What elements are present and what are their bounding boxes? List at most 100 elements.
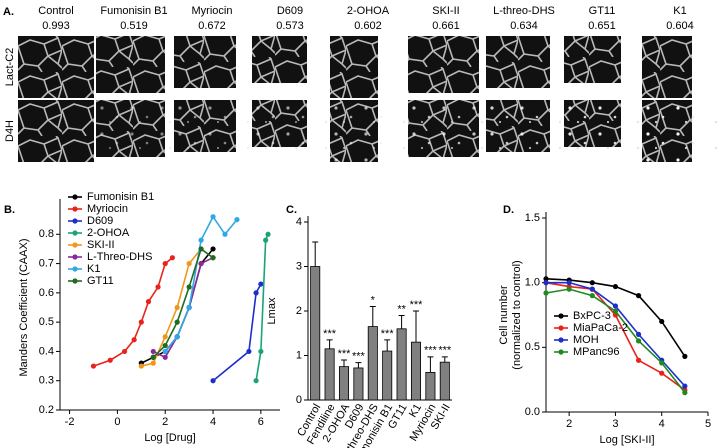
- data-point: [589, 293, 595, 299]
- significance: **: [397, 303, 406, 315]
- data-point: [145, 299, 152, 305]
- data-point: [169, 255, 175, 261]
- micrograph-image: [18, 100, 94, 162]
- micrograph: [18, 36, 94, 98]
- series-line: [546, 281, 686, 387]
- legend-marker: [72, 218, 78, 224]
- data-point: [131, 337, 137, 343]
- micrograph-clip: [330, 100, 406, 162]
- panel-label: A.: [3, 6, 14, 18]
- chart: B. 0.2 0.3 0.4 0.5 0.6 0.7 0.8 Manders Coefficie…: [4, 191, 280, 444]
- micrograph: [252, 36, 307, 83]
- data-point: [659, 370, 665, 376]
- legend-marker: [72, 242, 78, 248]
- row-label: D4H: [4, 120, 16, 142]
- panel-label: C.: [286, 204, 297, 216]
- legend-label: BxPC-3: [573, 310, 611, 322]
- bar: [382, 350, 393, 401]
- significance: ***: [410, 299, 424, 311]
- data-point: [150, 360, 156, 366]
- micrograph-image: [564, 36, 621, 83]
- panel-label: B.: [4, 204, 15, 216]
- bar: [338, 366, 350, 401]
- column-value: 0.634: [510, 20, 538, 32]
- micrograph: [96, 100, 172, 162]
- bar: [310, 266, 321, 401]
- error-bar: [312, 241, 319, 267]
- legend-label: D609: [87, 215, 113, 227]
- y-tick-label: 1.0: [525, 277, 540, 289]
- data-point: [234, 217, 240, 223]
- data-point: [682, 390, 688, 396]
- x-axis-label: Log [SKI-II]: [599, 434, 654, 446]
- micrograph-image: [330, 36, 378, 98]
- y-tick-label: 0.5: [39, 316, 54, 328]
- data-point: [543, 280, 549, 286]
- column-value: 0.672: [198, 20, 226, 32]
- legend-marker: [558, 313, 564, 319]
- vesicles: [252, 100, 328, 162]
- micrograph: [174, 100, 250, 162]
- row-label: Lact-C2: [4, 48, 16, 87]
- data-point: [138, 319, 144, 325]
- micrograph: [330, 36, 378, 98]
- error-bar: [413, 310, 419, 343]
- data-point: [263, 237, 269, 243]
- micrograph-clip: [96, 36, 165, 93]
- y-tick-label: 0.2: [39, 404, 54, 416]
- y-tick-label: 0.6: [39, 287, 54, 299]
- significance: ***: [323, 328, 337, 340]
- y-tick-label: 1.5: [525, 212, 540, 224]
- data-point: [162, 342, 168, 349]
- column-value: 0.651: [588, 20, 616, 32]
- micrograph-clip: [642, 100, 718, 162]
- legend-marker: [72, 194, 78, 200]
- series-line: [152, 247, 214, 358]
- error-bar: [427, 356, 434, 373]
- bar: [439, 361, 450, 401]
- bar: [410, 341, 422, 401]
- micrograph-clip: [408, 36, 479, 93]
- data-point: [162, 348, 168, 355]
- data-point: [150, 348, 156, 355]
- chart: D. 0.0 0.5 1.0 1.5 Cell number (normalized to …: [498, 204, 711, 446]
- legend-label: 2-OHOA: [87, 227, 130, 239]
- vesicles: [642, 100, 718, 162]
- data-point: [186, 304, 192, 311]
- y-tick-label: 0.4: [39, 345, 54, 357]
- data-point: [635, 331, 642, 337]
- x-tick-label: 4: [210, 416, 216, 428]
- y-tick-label: 0: [296, 394, 302, 406]
- micrograph-clip: [96, 100, 172, 162]
- significance: *: [371, 294, 376, 306]
- data-point: [566, 286, 572, 292]
- data-point: [246, 348, 252, 355]
- error-bar: [384, 339, 391, 352]
- error-bar: [326, 339, 333, 349]
- micrograph: [96, 36, 165, 93]
- micrograph-clip: [564, 100, 640, 162]
- legend-marker: [72, 206, 78, 212]
- data-point: [258, 348, 264, 355]
- significance: ***: [338, 348, 352, 360]
- column-title: D609: [277, 5, 303, 17]
- micrograph-image: [642, 36, 692, 98]
- column-title: L-threo-DHS: [493, 5, 555, 17]
- bar: [396, 328, 407, 401]
- micrograph: [564, 36, 621, 83]
- x-tick-label: 6: [258, 416, 264, 428]
- x-tick-label: 2: [566, 418, 572, 430]
- data-point: [682, 353, 688, 359]
- data-point: [138, 363, 144, 369]
- micrograph: [18, 100, 94, 162]
- data-point: [210, 378, 216, 384]
- data-point: [186, 284, 192, 290]
- y-tick-label: 1: [296, 349, 302, 361]
- data-point: [566, 280, 572, 286]
- y-axis-label: Cell number: [498, 285, 510, 345]
- bar: [367, 326, 378, 401]
- micrograph-clip: [330, 36, 378, 98]
- data-point: [612, 303, 619, 309]
- y-tick-label: 4: [296, 216, 302, 228]
